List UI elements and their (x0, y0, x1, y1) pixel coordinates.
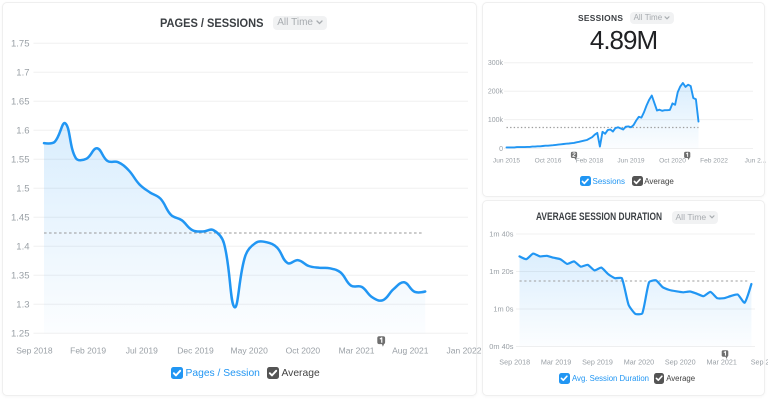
svg-text:Mar 2020: Mar 2020 (624, 357, 654, 366)
svg-text:Jul 2019: Jul 2019 (126, 346, 158, 356)
svg-text:1.45: 1.45 (11, 213, 30, 224)
svg-text:1.7: 1.7 (16, 68, 29, 79)
svg-text:Sep 2...: Sep 2... (751, 357, 768, 366)
svg-text:Jun 2015: Jun 2015 (493, 157, 520, 164)
svg-text:1.4: 1.4 (16, 242, 29, 253)
svg-text:300k: 300k (488, 60, 504, 67)
svg-text:Jun 2019: Jun 2019 (617, 157, 644, 164)
svg-text:0m 40s: 0m 40s (489, 342, 514, 351)
svg-text:Oct 2020: Oct 2020 (286, 346, 321, 356)
svg-text:Oct 2016: Oct 2016 (535, 157, 562, 164)
svg-text:Sep 2019: Sep 2019 (582, 357, 613, 366)
svg-text:Mar 2021: Mar 2021 (707, 357, 737, 366)
svg-text:Mar 2021: Mar 2021 (339, 346, 375, 356)
svg-text:May 2020: May 2020 (231, 346, 269, 356)
svg-text:Sep 2020: Sep 2020 (665, 357, 696, 366)
svg-text:1.25: 1.25 (11, 329, 30, 340)
svg-text:1m 40s: 1m 40s (489, 230, 514, 239)
svg-text:1.55: 1.55 (11, 155, 30, 166)
svg-text:1.35: 1.35 (11, 271, 30, 282)
svg-text:1.75: 1.75 (11, 39, 30, 50)
svg-text:100k: 100k (488, 117, 504, 124)
svg-text:1m 0s: 1m 0s (493, 305, 513, 314)
svg-text:1.5: 1.5 (16, 184, 29, 195)
svg-text:Sep 2018: Sep 2018 (16, 346, 53, 356)
svg-text:Jun 2...: Jun 2... (745, 157, 767, 164)
svg-text:Feb 2019: Feb 2019 (70, 346, 106, 356)
svg-text:Feb 2022: Feb 2022 (700, 157, 728, 164)
svg-text:Mar 2019: Mar 2019 (541, 357, 571, 366)
svg-text:1.3: 1.3 (16, 300, 29, 311)
svg-text:Oct 2020: Oct 2020 (659, 157, 686, 164)
svg-text:Feb 2018: Feb 2018 (576, 157, 604, 164)
svg-text:Aug 2021: Aug 2021 (392, 346, 429, 356)
svg-text:1m 20s: 1m 20s (489, 267, 514, 276)
svg-text:0: 0 (499, 146, 503, 153)
svg-text:200k: 200k (488, 89, 504, 96)
svg-text:1.6: 1.6 (16, 126, 29, 137)
svg-text:Jan 2022: Jan 2022 (447, 346, 482, 356)
svg-text:Sep 2018: Sep 2018 (499, 357, 530, 366)
svg-text:1.65: 1.65 (11, 97, 30, 108)
svg-text:Dec 2019: Dec 2019 (177, 346, 214, 356)
